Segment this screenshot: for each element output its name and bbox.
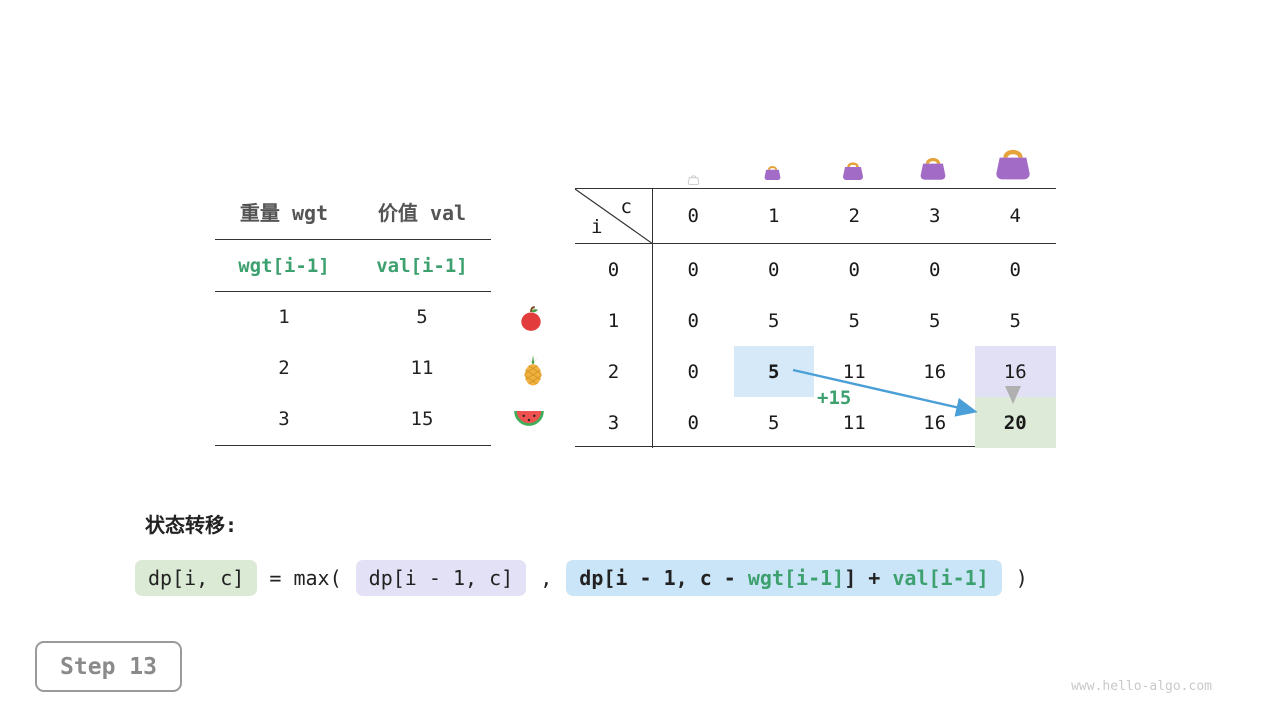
dp-cell: 5 xyxy=(1009,309,1021,332)
dp-cell: 0 xyxy=(687,411,699,434)
col-axis-label: c xyxy=(620,196,632,218)
item-weight: 3 xyxy=(278,408,290,430)
dp-cell: 5 xyxy=(768,411,780,434)
apple-icon xyxy=(517,305,545,337)
dp-col-header: 0 xyxy=(653,189,734,244)
formula-arg2-text: ] + xyxy=(844,566,893,590)
formula-operator: = max( xyxy=(257,566,354,590)
formula-arg2-text: dp[i - 1, c - xyxy=(579,566,748,590)
dp-cell: 0 xyxy=(768,258,780,281)
dp-col-header: 4 xyxy=(975,189,1056,244)
dp-row-header: 3 xyxy=(575,397,653,448)
formula-arg2-val: val[i-1] xyxy=(892,566,989,590)
dp-cell: 16 xyxy=(923,411,947,434)
dp-cell: 0 xyxy=(929,258,941,281)
dp-cell: 0 xyxy=(687,309,699,332)
item-value: 11 xyxy=(410,357,434,379)
dp-row-header: 1 xyxy=(575,295,653,346)
dp-cell: 0 xyxy=(687,360,699,383)
val-formula-label: val[i-1] xyxy=(376,255,468,277)
dp-row-header: 0 xyxy=(575,244,653,295)
wgt-formula-label: wgt[i-1] xyxy=(238,255,330,277)
dp-col-header: 1 xyxy=(733,189,814,244)
bag-lg-icon xyxy=(993,146,1033,185)
item-value: 15 xyxy=(410,408,434,430)
formula-arg2: dp[i - 1, c - wgt[i-1]] + val[i-1] xyxy=(566,560,1002,596)
dp-cell-result-highlight: 20 xyxy=(975,397,1056,448)
watermelon-icon xyxy=(514,410,544,432)
dp-cell: 16 xyxy=(923,360,947,383)
dp-col-header: 2 xyxy=(814,189,895,244)
state-transition-formula: dp[i, c] = max( dp[i - 1, c] , dp[i - 1,… xyxy=(135,560,1028,596)
dp-table-corner: c i xyxy=(575,189,653,244)
bag-md-icon xyxy=(918,155,948,185)
dp-cell: 11 xyxy=(842,411,866,434)
bag-xs-icon xyxy=(763,164,782,185)
formula-lhs: dp[i, c] xyxy=(135,560,258,596)
dp-table: c i 0 1 2 3 4 0 0 0 0 0 0 1 0 5 5 5 5 2 … xyxy=(575,188,1056,448)
state-transition-label: 状态转移: xyxy=(145,513,238,537)
formula-arg1: dp[i - 1, c] xyxy=(355,560,527,596)
dp-cell-source-highlight: 5 xyxy=(733,346,814,397)
dp-cell: 0 xyxy=(687,258,699,281)
formula-arg2-wgt: wgt[i-1] xyxy=(747,566,845,590)
item-row-1: 1 5 xyxy=(215,292,491,343)
item-row-3: 3 15 xyxy=(215,394,491,445)
dp-cell: 5 xyxy=(768,309,780,332)
item-weight: 1 xyxy=(278,306,290,328)
bag-sm-icon xyxy=(841,160,865,185)
dp-cell: 5 xyxy=(929,309,941,332)
dp-cell: 0 xyxy=(848,258,860,281)
watermark: www.hello-algo.com xyxy=(1071,679,1212,694)
dp-cell: 5 xyxy=(848,309,860,332)
formula-close-paren: ) xyxy=(1003,566,1028,590)
added-value-annotation: +15 xyxy=(817,387,852,409)
bag-empty-icon xyxy=(687,170,700,189)
item-weight: 2 xyxy=(278,357,290,379)
weight-value-table-header: 重量 wgt 价值 val xyxy=(215,186,491,240)
dp-col-header: 3 xyxy=(894,189,975,244)
row-axis-label: i xyxy=(591,216,603,238)
item-value: 5 xyxy=(416,306,428,328)
formula-separator: , xyxy=(528,566,565,590)
corner-diagonal-line xyxy=(575,189,652,244)
dp-row-header: 2 xyxy=(575,346,653,397)
dp-cell-candidate-highlight: 16 xyxy=(975,346,1056,397)
item-row-2: 2 11 xyxy=(215,343,491,394)
weight-column-header: 重量 wgt xyxy=(239,201,329,225)
pineapple-icon xyxy=(520,354,546,390)
step-badge: Step 13 xyxy=(35,641,182,692)
weight-value-formula-row: wgt[i-1] val[i-1] xyxy=(215,240,491,292)
dp-cell: 0 xyxy=(1009,258,1021,281)
weight-value-table: 重量 wgt 价值 val wgt[i-1] val[i-1] 1 5 2 11… xyxy=(215,186,491,446)
value-column-header: 价值 val xyxy=(377,201,467,225)
